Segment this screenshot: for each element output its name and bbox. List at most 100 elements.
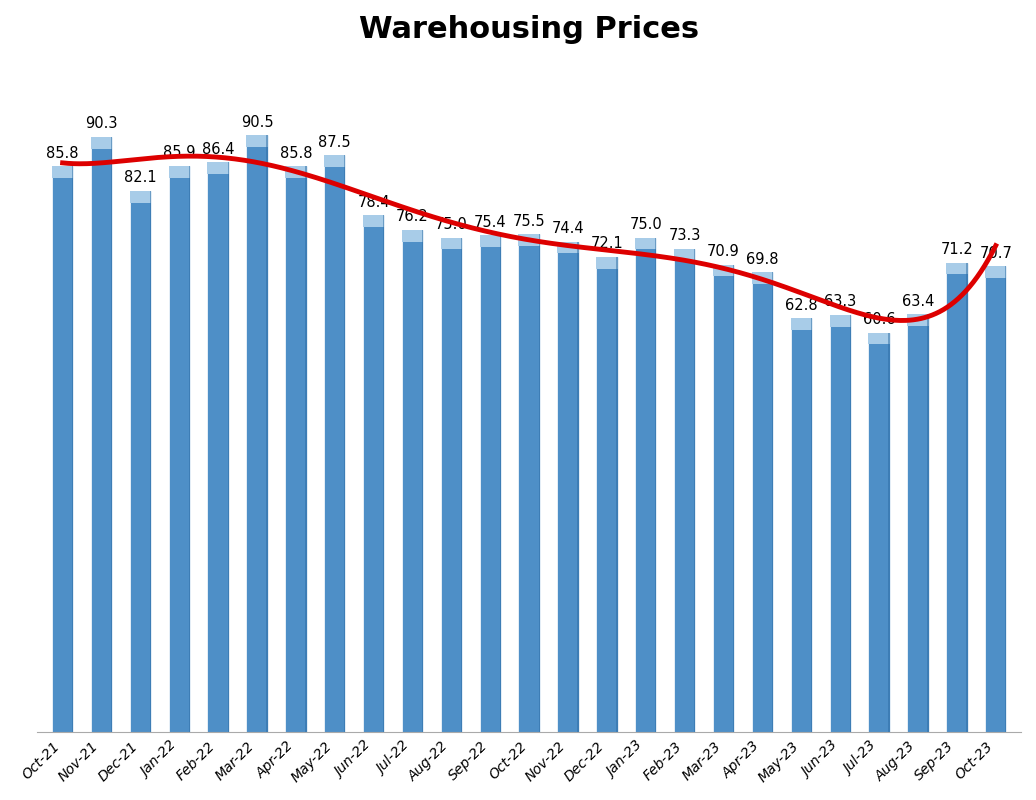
Polygon shape bbox=[363, 215, 384, 227]
Polygon shape bbox=[344, 155, 345, 732]
Bar bbox=[402, 230, 424, 732]
Polygon shape bbox=[383, 215, 384, 732]
Polygon shape bbox=[967, 262, 968, 732]
Text: 73.3: 73.3 bbox=[668, 229, 701, 243]
Bar bbox=[91, 137, 112, 732]
Text: 76.2: 76.2 bbox=[396, 210, 429, 224]
Polygon shape bbox=[790, 318, 812, 330]
Bar bbox=[868, 333, 890, 732]
Polygon shape bbox=[228, 162, 229, 732]
Bar bbox=[713, 265, 735, 732]
Bar bbox=[480, 235, 501, 732]
Polygon shape bbox=[635, 238, 657, 250]
Polygon shape bbox=[616, 257, 617, 732]
Polygon shape bbox=[557, 242, 579, 254]
Polygon shape bbox=[91, 137, 112, 149]
Text: 82.1: 82.1 bbox=[124, 170, 156, 186]
Polygon shape bbox=[402, 230, 424, 242]
Bar bbox=[518, 234, 540, 732]
Text: 72.1: 72.1 bbox=[591, 237, 624, 251]
Polygon shape bbox=[985, 266, 1006, 278]
Bar bbox=[597, 257, 617, 732]
Bar bbox=[908, 314, 928, 732]
Text: 85.8: 85.8 bbox=[280, 146, 312, 161]
Polygon shape bbox=[73, 166, 74, 732]
Bar bbox=[635, 238, 657, 732]
Bar bbox=[363, 215, 384, 732]
Text: 60.6: 60.6 bbox=[863, 312, 895, 327]
Bar bbox=[985, 266, 1006, 732]
Polygon shape bbox=[324, 155, 345, 167]
Polygon shape bbox=[908, 314, 928, 326]
Polygon shape bbox=[868, 333, 890, 344]
Title: Warehousing Prices: Warehousing Prices bbox=[359, 15, 699, 44]
Bar bbox=[52, 166, 74, 732]
Text: 75.5: 75.5 bbox=[513, 214, 546, 229]
Text: 69.8: 69.8 bbox=[746, 251, 779, 266]
Bar bbox=[946, 262, 968, 732]
Polygon shape bbox=[247, 135, 267, 147]
Polygon shape bbox=[422, 230, 424, 732]
Polygon shape bbox=[130, 190, 151, 202]
Polygon shape bbox=[480, 235, 501, 246]
Polygon shape bbox=[752, 272, 773, 284]
Bar bbox=[324, 155, 345, 732]
Text: 85.8: 85.8 bbox=[47, 146, 79, 161]
Bar bbox=[207, 162, 229, 732]
Polygon shape bbox=[440, 238, 462, 250]
Polygon shape bbox=[946, 262, 968, 274]
Polygon shape bbox=[597, 257, 617, 269]
Bar bbox=[285, 166, 307, 732]
Bar bbox=[440, 238, 462, 732]
Text: 86.4: 86.4 bbox=[202, 142, 234, 157]
Bar bbox=[247, 135, 267, 732]
Polygon shape bbox=[111, 137, 112, 732]
Polygon shape bbox=[674, 249, 695, 261]
Polygon shape bbox=[285, 166, 307, 178]
Polygon shape bbox=[577, 242, 579, 732]
Polygon shape bbox=[733, 265, 735, 732]
Polygon shape bbox=[499, 235, 501, 732]
Polygon shape bbox=[169, 166, 190, 178]
Polygon shape bbox=[713, 265, 735, 277]
Polygon shape bbox=[830, 314, 851, 326]
Text: 74.4: 74.4 bbox=[552, 222, 584, 236]
Text: 63.4: 63.4 bbox=[901, 294, 934, 309]
Polygon shape bbox=[52, 166, 74, 178]
Text: 78.4: 78.4 bbox=[357, 195, 390, 210]
Text: 90.3: 90.3 bbox=[85, 117, 118, 131]
Bar bbox=[752, 272, 773, 732]
Polygon shape bbox=[811, 318, 812, 732]
Polygon shape bbox=[1005, 266, 1006, 732]
Text: 63.3: 63.3 bbox=[824, 294, 857, 310]
Polygon shape bbox=[189, 166, 190, 732]
Polygon shape bbox=[518, 234, 540, 246]
Polygon shape bbox=[266, 135, 267, 732]
Bar bbox=[130, 190, 151, 732]
Polygon shape bbox=[927, 314, 928, 732]
Text: 75.0: 75.0 bbox=[435, 218, 468, 232]
Polygon shape bbox=[306, 166, 307, 732]
Text: 70.9: 70.9 bbox=[708, 244, 740, 259]
Text: 71.2: 71.2 bbox=[941, 242, 973, 258]
Text: 85.9: 85.9 bbox=[163, 146, 196, 161]
Bar bbox=[557, 242, 579, 732]
Polygon shape bbox=[539, 234, 540, 732]
Polygon shape bbox=[694, 249, 695, 732]
Polygon shape bbox=[655, 238, 657, 732]
Polygon shape bbox=[150, 190, 151, 732]
Polygon shape bbox=[461, 238, 462, 732]
Text: 62.8: 62.8 bbox=[785, 298, 817, 313]
Polygon shape bbox=[850, 314, 851, 732]
Text: 75.0: 75.0 bbox=[630, 218, 662, 232]
Polygon shape bbox=[207, 162, 229, 174]
Bar bbox=[169, 166, 190, 732]
Polygon shape bbox=[889, 333, 890, 732]
Bar bbox=[674, 249, 695, 732]
Text: 75.4: 75.4 bbox=[474, 214, 507, 230]
Text: 70.7: 70.7 bbox=[979, 246, 1012, 261]
Text: 87.5: 87.5 bbox=[318, 135, 351, 150]
Bar bbox=[830, 314, 851, 732]
Polygon shape bbox=[772, 272, 773, 732]
Bar bbox=[790, 318, 812, 732]
